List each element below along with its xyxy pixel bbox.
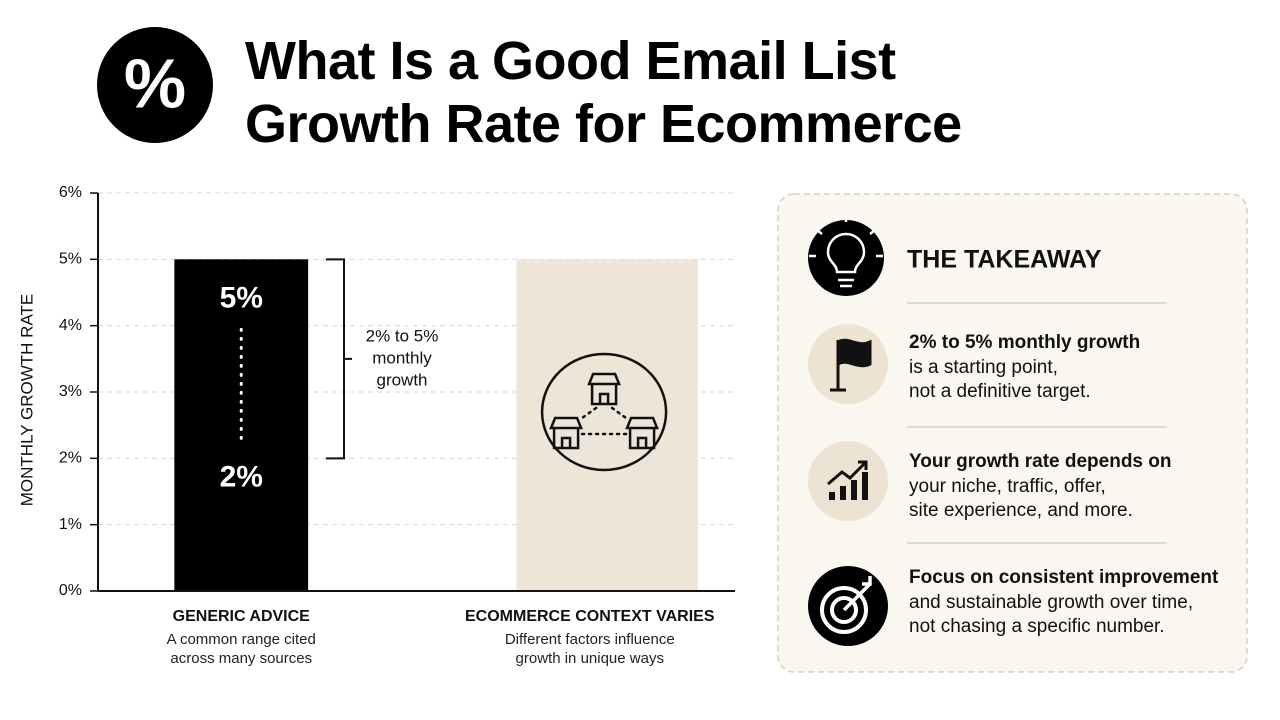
category-note: Different factors influence	[505, 631, 675, 648]
item-text: not a definitive target.	[909, 381, 1091, 402]
item-text: and sustainable growth over time,	[909, 592, 1193, 613]
range-label: 2%	[220, 460, 263, 493]
bulb-icon	[808, 220, 884, 296]
item-text: not chasing a specific number.	[909, 616, 1165, 637]
x-tick-label: ECOMMERCE CONTEXT VARIES	[465, 608, 715, 625]
growth-bars	[829, 472, 868, 500]
bar	[516, 259, 699, 591]
store-links	[580, 406, 628, 436]
category-note: growth in unique ways	[516, 650, 664, 667]
takeaway-title: THE TAKEAWAY	[907, 246, 1102, 274]
logo-circle	[97, 27, 213, 143]
item-heading: 2% to 5% monthly growth	[909, 332, 1140, 353]
range-text: 2% to 5%	[366, 326, 439, 345]
store-icon	[587, 372, 621, 406]
item-text: site experience, and more.	[909, 500, 1133, 521]
store-icon	[625, 416, 659, 450]
bar	[174, 259, 309, 591]
store-icon	[549, 416, 583, 450]
logo-symbol: %	[124, 44, 186, 122]
y-tick-label: 2%	[59, 450, 82, 467]
flag-shape	[830, 338, 872, 392]
growth-icon	[808, 441, 888, 521]
chart-title: What Is a Good Email List Growth Rate fo…	[245, 31, 962, 154]
range-label: 5%	[220, 281, 263, 314]
target-arrow	[842, 576, 872, 612]
x-tick-label: GENERIC ADVICE	[173, 608, 311, 625]
item-heading: Your growth rate depends on	[909, 451, 1172, 472]
y-tick-label: 6%	[59, 184, 82, 201]
target-ring	[830, 596, 858, 624]
item-heading: Focus on consistent improvement	[909, 567, 1219, 588]
takeaway-panel	[777, 193, 1248, 673]
category-note: A common range cited	[167, 631, 316, 648]
y-tick-label: 1%	[59, 516, 82, 533]
store-circle	[540, 352, 668, 472]
item-text: your niche, traffic, offer,	[909, 476, 1106, 497]
bulb-shape	[826, 232, 866, 288]
y-tick-label: 0%	[59, 582, 82, 599]
takeaway-icons	[808, 216, 888, 646]
y-axis-label: MONTHLY GROWTH RATE	[17, 294, 36, 507]
range-text: growth	[376, 370, 427, 389]
target-ring	[820, 586, 868, 634]
item-text: is a starting point,	[909, 357, 1058, 378]
growth-arrow	[827, 460, 868, 486]
y-tick-label: 5%	[59, 251, 82, 268]
y-tick-label: 4%	[59, 317, 82, 334]
range-bracket	[326, 258, 352, 460]
range-text: monthly	[372, 348, 432, 367]
bulb-rays	[809, 216, 883, 258]
category-note: across many sources	[170, 650, 312, 667]
y-tick-label: 3%	[59, 383, 82, 400]
